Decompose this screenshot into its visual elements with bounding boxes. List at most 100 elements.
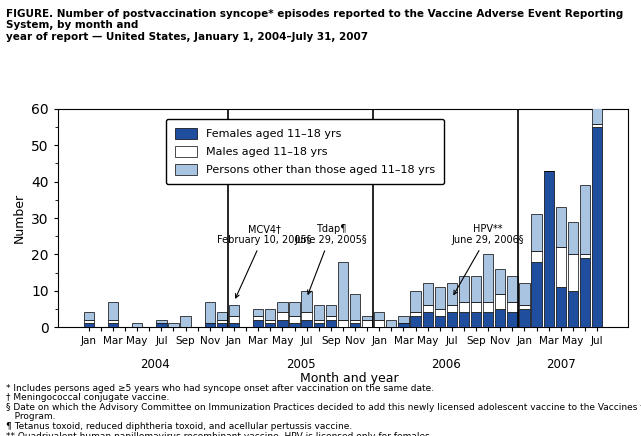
Bar [181, 316, 191, 327]
Bar [507, 302, 517, 313]
Bar [531, 215, 542, 251]
Bar [410, 313, 420, 316]
Bar [289, 302, 299, 316]
Bar [568, 291, 578, 327]
Bar [459, 276, 469, 302]
Text: Program.: Program. [6, 412, 56, 422]
Bar [169, 324, 179, 327]
Bar [229, 305, 239, 316]
Bar [422, 313, 433, 327]
Bar [435, 309, 445, 316]
Bar [507, 276, 517, 302]
Legend: Females aged 11–18 yrs, Males aged 11–18 yrs, Persons other than those aged 11–1: Females aged 11–18 yrs, Males aged 11–18… [166, 119, 444, 184]
Bar [374, 313, 385, 320]
Bar [338, 320, 348, 327]
Bar [519, 309, 529, 327]
Bar [253, 316, 263, 320]
Bar [471, 276, 481, 302]
Bar [301, 291, 312, 313]
Text: HPV**
June 29, 2006§: HPV** June 29, 2006§ [452, 224, 524, 294]
Bar [374, 320, 385, 327]
Text: Month and year: Month and year [300, 372, 398, 385]
Bar [229, 316, 239, 324]
Bar [217, 313, 227, 320]
Bar [313, 305, 324, 320]
Bar [83, 313, 94, 320]
Text: † Meningococcal conjugate vaccine.: † Meningococcal conjugate vaccine. [6, 393, 170, 402]
Bar [229, 324, 239, 327]
Text: * Includes persons aged ≥5 years who had syncope onset after vaccination on the : * Includes persons aged ≥5 years who had… [6, 384, 435, 393]
Bar [83, 324, 94, 327]
Bar [326, 316, 336, 320]
Bar [313, 320, 324, 324]
Bar [435, 287, 445, 309]
Bar [398, 316, 408, 324]
Bar [471, 313, 481, 327]
Bar [568, 221, 578, 254]
Bar [495, 269, 505, 294]
Text: 2004: 2004 [140, 358, 171, 371]
Bar [156, 320, 167, 324]
Bar [580, 254, 590, 258]
Bar [108, 302, 118, 320]
Text: 2005: 2005 [286, 358, 315, 371]
Bar [580, 258, 590, 327]
Bar [326, 320, 336, 327]
Bar [556, 207, 566, 247]
Bar [301, 320, 312, 327]
Bar [483, 313, 494, 327]
Bar [83, 320, 94, 324]
Bar [447, 313, 457, 327]
Bar [495, 309, 505, 327]
Bar [289, 316, 299, 324]
Bar [350, 320, 360, 324]
Bar [471, 302, 481, 313]
Bar [362, 320, 372, 327]
Bar [507, 313, 517, 327]
Text: 2006: 2006 [431, 358, 461, 371]
Bar [580, 185, 590, 254]
Bar [313, 324, 324, 327]
Bar [108, 320, 118, 324]
Bar [422, 305, 433, 313]
Bar [265, 320, 276, 324]
Bar [108, 324, 118, 327]
Bar [301, 313, 312, 320]
Bar [204, 324, 215, 327]
Bar [156, 324, 167, 327]
Bar [483, 254, 494, 302]
Bar [447, 305, 457, 313]
Bar [519, 305, 529, 309]
Bar [556, 287, 566, 327]
Bar [495, 294, 505, 309]
Text: § Date on which the Advisory Committee on Immunization Practices decided to add : § Date on which the Advisory Committee o… [6, 403, 641, 412]
Bar [278, 320, 288, 327]
Bar [278, 302, 288, 313]
Text: 2007: 2007 [546, 358, 576, 371]
Bar [253, 320, 263, 327]
Bar [338, 262, 348, 320]
Bar [350, 324, 360, 327]
Bar [447, 283, 457, 305]
Text: ** Quadrivalent human papillomavirus recombinant vaccine. HPV is licensed only f: ** Quadrivalent human papillomavirus rec… [6, 432, 433, 436]
Bar [410, 291, 420, 313]
Bar [326, 305, 336, 316]
Bar [132, 324, 142, 327]
Bar [592, 123, 603, 127]
Text: MCV4†
February 10, 2005§: MCV4† February 10, 2005§ [217, 224, 312, 298]
Bar [568, 254, 578, 291]
Bar [519, 283, 529, 305]
Bar [217, 320, 227, 324]
Bar [592, 62, 603, 123]
Bar [422, 283, 433, 305]
Text: FIGURE. Number of postvaccination syncope* episodes reported to the Vaccine Adve: FIGURE. Number of postvaccination syncop… [6, 9, 624, 42]
Bar [265, 309, 276, 320]
Bar [350, 294, 360, 320]
Text: ¶ Tetanus toxoid, reduced diphtheria toxoid, and acellular pertussis vaccine.: ¶ Tetanus toxoid, reduced diphtheria tox… [6, 422, 353, 431]
Bar [435, 316, 445, 327]
Bar [531, 251, 542, 262]
Y-axis label: Number: Number [12, 193, 26, 243]
Bar [459, 313, 469, 327]
Bar [556, 247, 566, 287]
Bar [459, 302, 469, 313]
